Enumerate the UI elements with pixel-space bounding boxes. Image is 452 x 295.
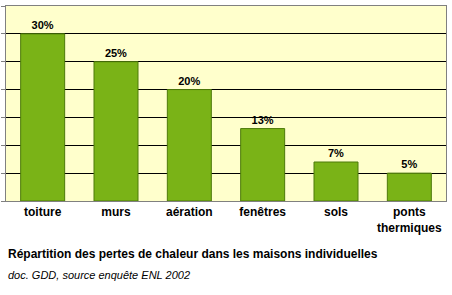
svg-text:25%: 25%: [105, 47, 127, 59]
svg-text:20%: 20%: [178, 75, 200, 87]
svg-text:30%: 30%: [32, 19, 54, 31]
svg-text:fenêtres: fenêtres: [239, 205, 286, 219]
svg-text:Répartition des pertes de chal: Répartition des pertes de chaleur dans l…: [8, 247, 378, 261]
svg-text:7%: 7%: [328, 147, 344, 159]
svg-text:5%: 5%: [401, 158, 417, 170]
svg-text:sols: sols: [324, 205, 348, 219]
svg-text:doc. GDD, source enquête ENL 2: doc. GDD, source enquête ENL 2002: [8, 269, 190, 281]
svg-text:pontsthermiques: pontsthermiques: [377, 205, 442, 235]
svg-text:murs: murs: [101, 205, 131, 219]
svg-text:13%: 13%: [252, 114, 274, 126]
svg-text:aération: aération: [166, 205, 213, 219]
svg-text:toiture: toiture: [24, 205, 62, 219]
